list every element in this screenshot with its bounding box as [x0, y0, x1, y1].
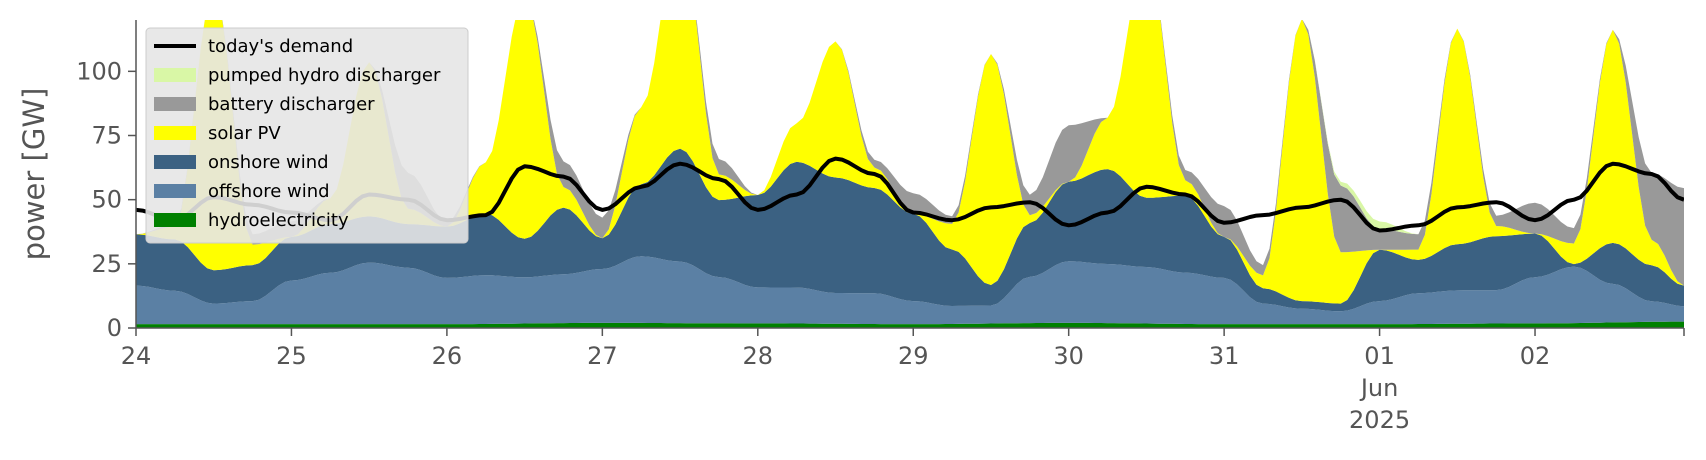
y-tick-label: 25 [91, 250, 122, 278]
x-tick-sublabel: 2025 [1349, 406, 1410, 434]
x-tick-label: 25 [276, 342, 307, 370]
legend-swatch [154, 126, 196, 140]
area-hydroelectricity [136, 321, 1684, 328]
y-axis: 0 25 50 75 100 [76, 20, 137, 342]
legend-swatch [154, 155, 196, 169]
x-tick-label: 26 [432, 342, 463, 370]
legend-label: pumped hydro discharger [208, 65, 441, 86]
area-solar-pv [136, 20, 1684, 304]
area-offshore-wind [136, 256, 1684, 325]
x-tick-label: 28 [743, 342, 774, 370]
legend: today's demand pumped hydro discharger bat… [145, 27, 469, 244]
x-tick-label: 30 [1053, 342, 1084, 370]
legend-label: offshore wind [208, 181, 330, 202]
x-tick-label: 02 [1520, 342, 1551, 370]
x-tick-label: 24 [121, 342, 152, 370]
area-onshore-wind [136, 148, 1684, 312]
x-tick-label: 29 [898, 342, 929, 370]
stacked-areas [136, 20, 1684, 328]
legend-label: solar PV [208, 123, 281, 144]
legend-label: today's demand [208, 36, 353, 57]
legend-swatch [154, 68, 196, 82]
y-tick-label: 50 [91, 186, 122, 214]
x-axis: 24 25 26 27 28 29 30 31 01 Jun 2025 02 [121, 327, 1685, 434]
y-axis-label: power [GW] [17, 88, 51, 261]
legend-swatch [154, 184, 196, 198]
x-tick-label: 01 [1364, 342, 1395, 370]
y-tick-label: 100 [76, 57, 122, 85]
x-tick-sublabel: Jun [1359, 374, 1399, 402]
legend-swatch [154, 97, 196, 111]
legend-box [145, 27, 469, 244]
x-tick-label: 31 [1209, 342, 1240, 370]
legend-label: onshore wind [208, 152, 329, 173]
x-tick-label: 27 [587, 342, 618, 370]
y-tick-label: 75 [91, 122, 122, 150]
legend-label: battery discharger [208, 94, 375, 115]
y-tick-label: 0 [107, 314, 122, 342]
legend-swatch [154, 213, 196, 227]
legend-label: hydroelectricity [208, 210, 349, 231]
